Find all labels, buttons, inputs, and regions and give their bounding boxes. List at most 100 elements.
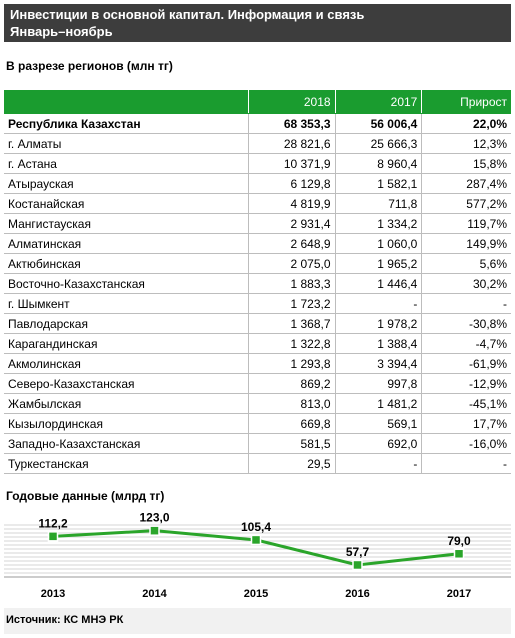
table-total-row: Республика Казахстан 68 353,3 56 006,4 22,0… (4, 113, 511, 134)
value-2018-cell: 813,0 (248, 393, 336, 414)
table-row: Северо-Казахстанская 869,2 997,8 -12,9% (4, 373, 511, 394)
table-header-row: 2018 2017 Прирост (4, 90, 511, 114)
table-row: Костанайская 4 819,9 711,8 577,2% (4, 193, 511, 214)
region-cell: Карагандинская (4, 333, 249, 354)
x-tick-label: 2016 (345, 588, 369, 600)
x-tick-label: 2015 (244, 588, 268, 600)
growth-cell: -61,9% (421, 353, 511, 374)
chart-title: Годовые данные (млрд тг) (6, 489, 165, 503)
value-2017-cell: 1 388,4 (335, 333, 423, 354)
growth-cell: 577,2% (421, 193, 511, 214)
region-cell: Костанайская (4, 193, 249, 214)
table-row: Восточно-Казахстанская 1 883,3 1 446,4 30,2… (4, 273, 511, 294)
growth-cell: 30,2% (421, 273, 511, 294)
table-row: Павлодарская 1 368,7 1 978,2 -30,8% (4, 313, 511, 334)
value-2017-cell: - (335, 293, 423, 314)
region-cell: Актюбинская (4, 253, 249, 274)
growth-cell: - (421, 453, 511, 474)
table-row: Алматинская 2 648,9 1 060,0 149,9% (4, 233, 511, 254)
value-2018-cell: 1 293,8 (248, 353, 336, 374)
value-2018-cell: 581,5 (248, 433, 336, 454)
report-title: Инвестиции в основной капитал. Информаци… (10, 7, 365, 22)
value-2018-cell: 1 883,3 (248, 273, 336, 294)
report-header: Инвестиции в основной капитал. Информаци… (4, 4, 511, 42)
data-label: 105,4 (241, 520, 271, 534)
region-cell: Кызылординская (4, 413, 249, 434)
region-cell: г. Астана (4, 153, 249, 174)
value-2018-cell: 2 931,4 (248, 213, 336, 234)
region-cell: Жамбылская (4, 393, 249, 414)
data-label: 112,2 (38, 516, 68, 530)
region-cell: г. Алматы (4, 133, 249, 154)
x-tick-label: 2014 (142, 588, 167, 600)
value-2017-cell: 1 582,1 (335, 173, 423, 194)
table-row: г. Шымкент 1 723,2- - (4, 293, 511, 314)
value-2017-cell: 1 060,0 (335, 233, 423, 254)
source-bar (4, 608, 511, 634)
value-2018-cell: 4 819,9 (248, 193, 336, 214)
x-tick-label: 2017 (447, 588, 471, 600)
header-region (4, 90, 249, 114)
data-point (47, 531, 59, 542)
table-row: г. Астана 10 371,9 8 960,4 15,8% (4, 153, 511, 174)
growth-cell: -12,9% (421, 373, 511, 394)
region-cell: Восточно-Казахстанская (4, 273, 249, 294)
header-2017: 2017 (335, 90, 423, 114)
growth-cell: -16,0% (421, 433, 511, 454)
annual-line-chart: 112,2 2013 123,0 2014 105,4 2015 57,7 2016 79,0 2… (4, 511, 511, 600)
growth-cell: 149,9% (421, 233, 511, 254)
growth-cell: 5,6% (421, 253, 511, 274)
region-cell: Западно-Казахстанская (4, 433, 249, 454)
growth-cell: -45,1% (421, 393, 511, 414)
report-period: Январь–ноябрь (10, 24, 113, 39)
value-2017-cell: 25 666,3 (335, 133, 423, 154)
value-2017-cell: 1 978,2 (335, 313, 423, 334)
table-row: Западно-Казахстанская 581,5 692,0 -16,0% (4, 433, 511, 454)
value-2017-cell: 692,0 (335, 433, 423, 454)
header-growth: Прирост (421, 90, 511, 114)
value-2018-cell: 6 129,8 (248, 173, 336, 194)
table-row: Атырауская 6 129,8 1 582,1 287,4% (4, 173, 511, 194)
table-row: Актюбинская 2 075,0 1 965,2 5,6% (4, 253, 511, 274)
region-cell: Алматинская (4, 233, 249, 254)
data-point (250, 534, 262, 546)
data-label: 79,0 (447, 534, 471, 548)
x-tick-label: 2013 (41, 588, 65, 600)
value-2018-cell: 1 723,2 (248, 293, 336, 314)
value-2018-cell: 29,5 (248, 453, 336, 474)
value-2017-cell: 1 481,2 (335, 393, 423, 414)
growth-cell: 17,7% (421, 413, 511, 434)
value-2017-cell: 8 960,4 (335, 153, 423, 174)
data-point (352, 559, 363, 571)
data-point (453, 548, 465, 560)
table-row: Кызылординская 669,8 569,1 17,7% (4, 413, 511, 434)
growth-cell: 22,0% (421, 113, 511, 134)
region-cell: Акмолинская (4, 353, 249, 374)
value-2018-cell: 669,8 (248, 413, 336, 434)
region-cell: г. Шымкент (4, 293, 249, 314)
table-row: Туркестанская 29,5- - (4, 453, 511, 474)
table-row: г. Алматы 28 821,6 25 666,3 12,3% (4, 133, 511, 154)
table-row: Мангистауская 2 931,4 1 334,2 119,7% (4, 213, 511, 234)
table-row: Карагандинская 1 322,8 1 388,4 -4,7% (4, 333, 511, 354)
growth-cell: 287,4% (421, 173, 511, 194)
value-2018-cell: 1 368,7 (248, 313, 336, 334)
table-row: Акмолинская 1 293,8 3 394,4 -61,9% (4, 353, 511, 374)
header-2018: 2018 (248, 90, 336, 114)
table-row: Жамбылская 813,0 1 481,2 -45,1% (4, 393, 511, 414)
data-label: 57,7 (346, 545, 370, 559)
region-cell: Павлодарская (4, 313, 249, 334)
region-cell: Мангистауская (4, 213, 249, 234)
region-cell: Туркестанская (4, 453, 249, 474)
value-2017-cell: 997,8 (335, 373, 423, 394)
table-subtitle: В разрезе регионов (млн тг) (6, 59, 173, 73)
value-2017-cell: 1 334,2 (335, 213, 423, 234)
value-2018-cell: 2 075,0 (248, 253, 336, 274)
value-2017-cell: 569,1 (335, 413, 423, 434)
value-2017-cell: 1 446,4 (335, 273, 423, 294)
value-2018-cell: 2 648,9 (248, 233, 336, 254)
value-2018-cell: 28 821,6 (248, 133, 336, 154)
growth-cell: - (421, 293, 511, 314)
region-cell: Атырауская (4, 173, 249, 194)
value-2017-cell: 56 006,4 (335, 113, 423, 134)
